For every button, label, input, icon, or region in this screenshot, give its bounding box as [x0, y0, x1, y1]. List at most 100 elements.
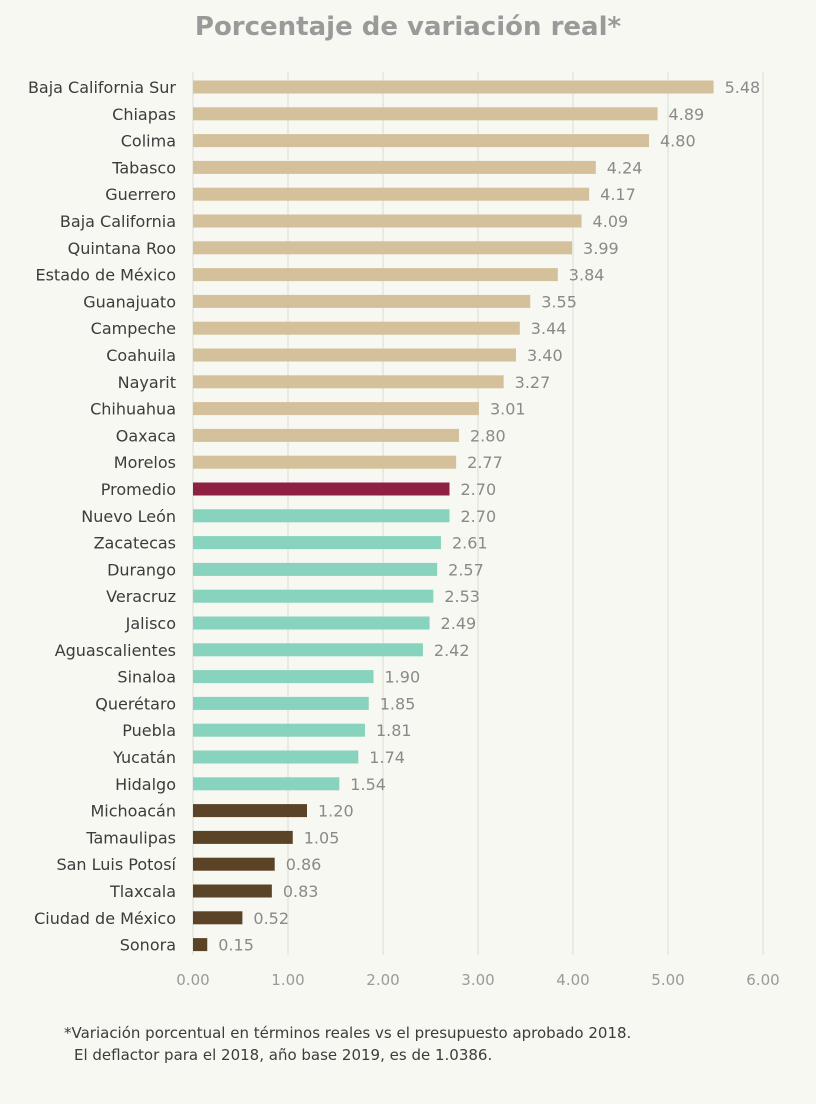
- category-label: Durango: [107, 560, 176, 579]
- bar: [193, 509, 450, 523]
- value-label: 2.80: [470, 426, 506, 445]
- value-label: 2.42: [434, 641, 470, 660]
- category-label: Promedio: [101, 480, 176, 499]
- bar: [193, 938, 208, 952]
- category-label: San Luis Potosí: [56, 855, 176, 874]
- category-label: Campeche: [91, 319, 176, 338]
- bar: [193, 348, 516, 362]
- value-label: 1.90: [385, 668, 421, 687]
- category-label: Coahuila: [106, 346, 176, 365]
- value-label: 3.44: [531, 319, 567, 338]
- bar: [193, 268, 558, 282]
- bar: [193, 214, 582, 228]
- value-label: 3.01: [490, 400, 526, 419]
- bar: [193, 750, 359, 764]
- value-label: 0.83: [283, 882, 319, 901]
- category-label: Veracruz: [106, 587, 176, 606]
- category-label: Querétaro: [95, 694, 176, 713]
- value-label: 1.81: [376, 721, 412, 740]
- category-label: Yucatán: [112, 748, 176, 767]
- category-label: Tlaxcala: [109, 882, 176, 901]
- category-label: Michoacán: [90, 802, 176, 821]
- bar: [193, 536, 441, 550]
- label-layer: Baja California Sur 5.48 Chiapas 4.89 Colima…: [28, 78, 760, 955]
- category-label: Quintana Roo: [68, 239, 176, 258]
- x-tick-label: 1.00: [271, 971, 304, 989]
- bar: [193, 375, 504, 389]
- footnote-line-2: El deflactor para el 2018, año base 2019…: [74, 1046, 493, 1064]
- category-label: Hidalgo: [115, 775, 176, 794]
- category-label: Morelos: [114, 453, 176, 472]
- bar: [193, 696, 369, 710]
- value-label: 0.52: [253, 909, 289, 928]
- bar: [193, 589, 434, 603]
- category-label: Jalisco: [125, 614, 176, 633]
- bar: [193, 723, 365, 737]
- category-label: Aguascalientes: [55, 641, 176, 660]
- x-tick-label: 3.00: [461, 971, 494, 989]
- category-label: Sonora: [120, 936, 176, 955]
- category-label: Sinaloa: [117, 668, 176, 687]
- bar: [193, 160, 596, 174]
- category-label: Guerrero: [105, 185, 176, 204]
- value-label: 2.77: [467, 453, 503, 472]
- category-label: Puebla: [122, 721, 176, 740]
- bar: [193, 830, 293, 844]
- value-label: 2.70: [461, 507, 497, 526]
- bar: [193, 804, 307, 818]
- bar: [193, 643, 423, 657]
- x-tick-label: 0.00: [176, 971, 209, 989]
- category-label: Guanajuato: [83, 292, 176, 311]
- chart-title: Porcentaje de variación real*: [194, 12, 622, 42]
- bar: [193, 884, 272, 898]
- category-label: Tamaulipas: [85, 828, 176, 847]
- category-label: Oaxaca: [116, 426, 176, 445]
- bar: [193, 482, 450, 496]
- bar: [193, 428, 459, 442]
- x-axis-ticks: 0.00 1.00 2.00 3.00 4.00 5.00 6.00: [176, 971, 779, 989]
- category-label: Chiapas: [112, 105, 176, 124]
- x-tick-label: 6.00: [746, 971, 779, 989]
- bar: [193, 321, 520, 335]
- bar: [193, 107, 658, 121]
- bar: [193, 777, 340, 791]
- footnote: *Variación porcentual en términos reales…: [64, 1022, 784, 1066]
- bar: [193, 402, 479, 416]
- value-label: 2.61: [452, 534, 488, 553]
- value-label: 3.55: [541, 292, 577, 311]
- category-label: Baja California: [60, 212, 176, 231]
- bar: [193, 241, 573, 255]
- bar: [193, 670, 374, 684]
- value-label: 3.84: [569, 266, 605, 285]
- category-label: Estado de México: [35, 266, 176, 285]
- x-tick-label: 5.00: [651, 971, 684, 989]
- value-label: 3.27: [515, 373, 551, 392]
- bar: [193, 857, 275, 871]
- category-label: Colima: [121, 132, 176, 151]
- bar: [193, 616, 430, 630]
- value-label: 3.99: [583, 239, 619, 258]
- value-label: 4.89: [669, 105, 705, 124]
- value-label: 1.20: [318, 802, 354, 821]
- value-label: 3.40: [527, 346, 563, 365]
- value-label: 4.24: [607, 158, 643, 177]
- x-tick-label: 4.00: [556, 971, 589, 989]
- category-label: Baja California Sur: [28, 78, 176, 97]
- bar: [193, 562, 438, 576]
- value-label: 0.86: [286, 855, 322, 874]
- value-label: 2.53: [444, 587, 480, 606]
- value-label: 2.57: [448, 560, 484, 579]
- category-label: Zacatecas: [94, 534, 176, 553]
- bar: [193, 911, 243, 925]
- value-label: 1.54: [350, 775, 386, 794]
- bar: [193, 187, 590, 201]
- value-label: 4.17: [600, 185, 636, 204]
- bar-layer: [193, 80, 714, 952]
- category-label: Ciudad de México: [34, 909, 176, 928]
- value-label: 0.15: [218, 936, 254, 955]
- x-tick-label: 2.00: [366, 971, 399, 989]
- value-label: 2.49: [441, 614, 477, 633]
- footnote-line-1: *Variación porcentual en términos reales…: [64, 1024, 632, 1042]
- bar: [193, 80, 714, 94]
- category-label: Nuevo León: [81, 507, 176, 526]
